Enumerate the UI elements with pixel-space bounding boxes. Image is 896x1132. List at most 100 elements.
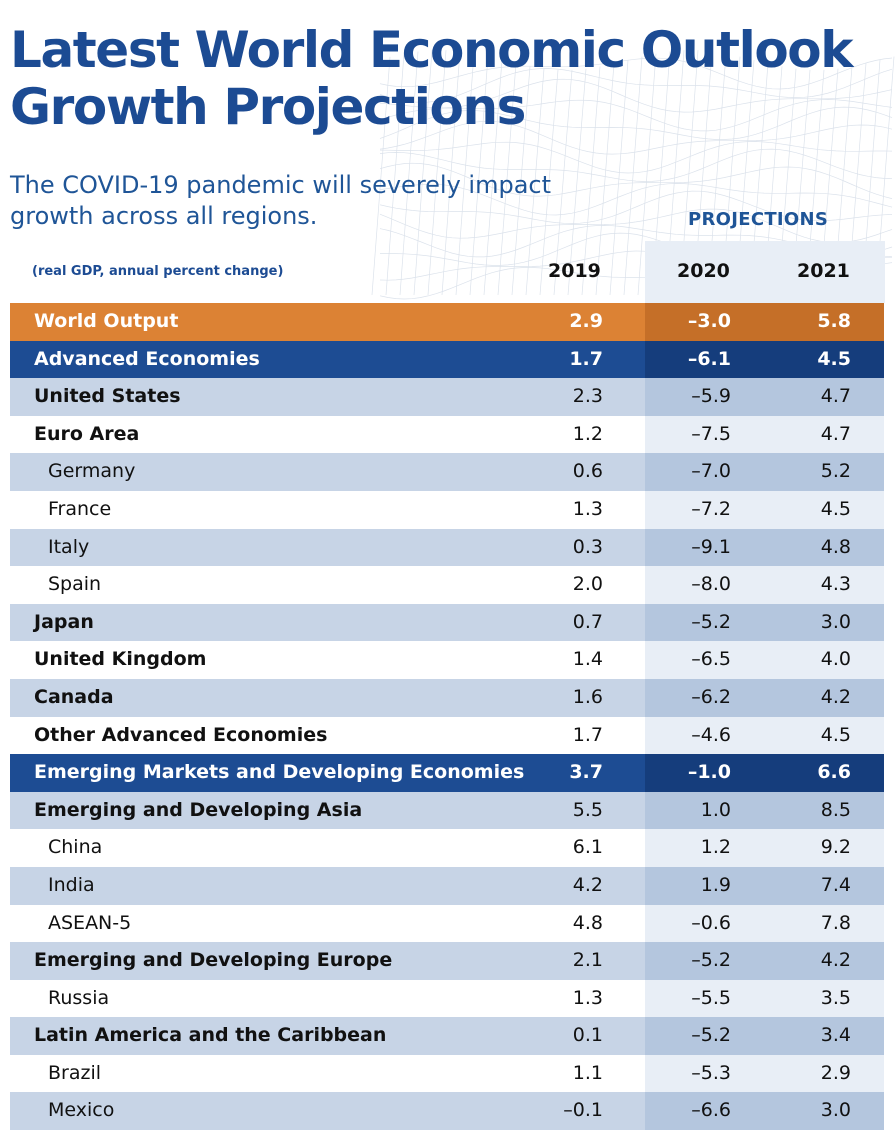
value-cell-2019: 4.2	[572, 873, 603, 896]
table-row: Emerging Markets and Developing Economie…	[10, 754, 884, 792]
row-label: Latin America and the Caribbean	[34, 1024, 387, 1047]
row-label: France	[48, 497, 112, 520]
row-label: Other Advanced Economies	[34, 723, 328, 746]
row-label: China	[48, 836, 103, 859]
row-label: ASEAN-5	[48, 911, 132, 934]
table-row: China 6.1 1.2 9.2	[10, 829, 884, 867]
unit-label: (real GDP, annual percent change)	[32, 264, 284, 279]
row-label: Advanced Economies	[34, 347, 260, 370]
subtitle-line-2: growth across all regions.	[10, 202, 318, 230]
projection-cell-shade	[645, 1054, 884, 1093]
projection-cell-shade	[645, 566, 884, 604]
value-cell-2021: 3.4	[820, 1024, 851, 1047]
value-cell-2019: 5.5	[572, 798, 603, 821]
row-label: Emerging and Developing Europe	[34, 949, 393, 972]
value-cell-2019: 0.6	[572, 460, 603, 483]
value-cell-2021: 7.4	[820, 873, 851, 896]
table-row: Germany 0.6 –7.0 5.2	[10, 453, 884, 491]
value-cell-2019: 1.7	[569, 347, 603, 370]
projections-label: PROJECTIONS	[688, 209, 829, 230]
value-cell-2020: 1.2	[700, 836, 731, 859]
value-cell-2021: 3.5	[820, 986, 851, 1009]
table-row: Emerging and Developing Asia 5.5 1.0 8.5	[10, 791, 884, 830]
value-cell-2021: 4.2	[820, 685, 851, 708]
table-row: ASEAN-5 4.8 –0.6 7.8	[10, 904, 884, 943]
value-cell-2021: 4.5	[820, 723, 851, 746]
value-cell-2020: –9.1	[691, 535, 731, 558]
value-cell-2019: 2.1	[572, 949, 603, 972]
column-header-2019: 2019	[548, 260, 601, 282]
column-header-2021: 2021	[797, 260, 850, 282]
value-cell-2021: 4.3	[820, 573, 851, 596]
value-cell-2021: 4.5	[820, 497, 851, 520]
row-label: Mexico	[48, 1099, 115, 1122]
value-cell-2020: –5.2	[691, 949, 731, 972]
value-cell-2020: –6.2	[691, 685, 731, 708]
projection-cell-shade	[645, 1092, 884, 1131]
title-line-1: Latest World Economic Outlook	[10, 21, 853, 79]
projections-header-shade	[645, 241, 885, 303]
value-cell-2019: 1.4	[572, 648, 603, 671]
table-row: India 4.2 1.9 7.4	[10, 866, 884, 905]
row-label: Russia	[48, 986, 110, 1009]
projection-cell-shade	[645, 791, 884, 830]
value-cell-2019: 2.9	[569, 310, 603, 332]
value-cell-2020: –5.2	[691, 610, 731, 633]
row-label: Euro Area	[34, 422, 140, 445]
value-cell-2021: 6.6	[817, 761, 851, 784]
row-label: Brazil	[48, 1061, 102, 1084]
value-cell-2021: 4.0	[820, 648, 851, 671]
value-cell-2020: –7.2	[691, 497, 731, 520]
projection-cell-shade	[645, 829, 884, 867]
value-cell-2019: 1.1	[572, 1061, 603, 1084]
value-cell-2019: 0.7	[572, 610, 603, 633]
value-cell-2019: 6.1	[572, 836, 603, 859]
value-cell-2021: 3.0	[820, 1099, 851, 1122]
table-row: United States 2.3 –5.9 4.7	[10, 378, 884, 416]
row-label: Japan	[34, 610, 94, 633]
table-row: World Output 2.9 –3.0 5.8	[10, 303, 884, 341]
value-cell-2020: –6.5	[691, 648, 731, 671]
value-cell-2019: 2.0	[572, 573, 603, 596]
value-cell-2020: –0.6	[691, 911, 731, 934]
projection-cell-shade	[645, 603, 884, 642]
projection-cell-shade	[645, 340, 884, 379]
projection-cell-shade	[645, 1017, 884, 1055]
table-row: United Kingdom 1.4 –6.5 4.0	[10, 641, 884, 679]
subtitle: The COVID-19 pandemic will severely impa…	[10, 170, 551, 232]
table-row: Euro Area 1.2 –7.5 4.7	[10, 415, 884, 454]
value-cell-2019: 1.6	[572, 685, 603, 708]
value-cell-2020: –6.6	[691, 1099, 731, 1122]
value-cell-2020: –7.5	[691, 422, 731, 445]
row-label: Emerging and Developing Asia	[34, 798, 363, 821]
table-row: Japan 0.7 –5.2 3.0	[10, 603, 884, 642]
value-cell-2019: 3.7	[569, 761, 603, 784]
row-label: Canada	[34, 685, 114, 708]
page-title: Latest World Economic Outlook Growth Pro…	[10, 21, 853, 136]
value-cell-2020: –5.5	[691, 986, 731, 1009]
value-cell-2021: 2.9	[820, 1061, 851, 1084]
projection-cell-shade	[645, 453, 884, 491]
row-label: India	[48, 873, 95, 896]
table-row: Russia 1.3 –5.5 3.5	[10, 979, 884, 1018]
value-cell-2021: 4.2	[820, 949, 851, 972]
value-cell-2020: –3.0	[687, 310, 731, 332]
value-cell-2021: 4.7	[820, 422, 851, 445]
value-cell-2020: –7.0	[691, 460, 731, 483]
row-label: United Kingdom	[34, 648, 207, 671]
projection-cell-shade	[645, 866, 884, 905]
value-cell-2019: 2.3	[572, 385, 603, 408]
projection-cell-shade	[645, 415, 884, 454]
value-cell-2019: –0.1	[563, 1099, 603, 1122]
row-label: World Output	[34, 310, 179, 332]
projection-cell-shade	[645, 528, 884, 567]
table-row: Latin America and the Caribbean 0.1 –5.2 3.…	[10, 1017, 884, 1055]
value-cell-2019: 0.3	[572, 535, 603, 558]
value-cell-2021: 4.5	[817, 347, 851, 370]
table-row: Other Advanced Economies 1.7 –4.6 4.5	[10, 716, 884, 755]
projection-cell-shade	[645, 716, 884, 755]
projection-cell-shade	[645, 641, 884, 679]
value-cell-2020: –5.2	[691, 1024, 731, 1047]
table-row: Emerging and Developing Europe 2.1 –5.2 4.2	[10, 942, 884, 980]
projection-cell-shade	[645, 378, 884, 416]
